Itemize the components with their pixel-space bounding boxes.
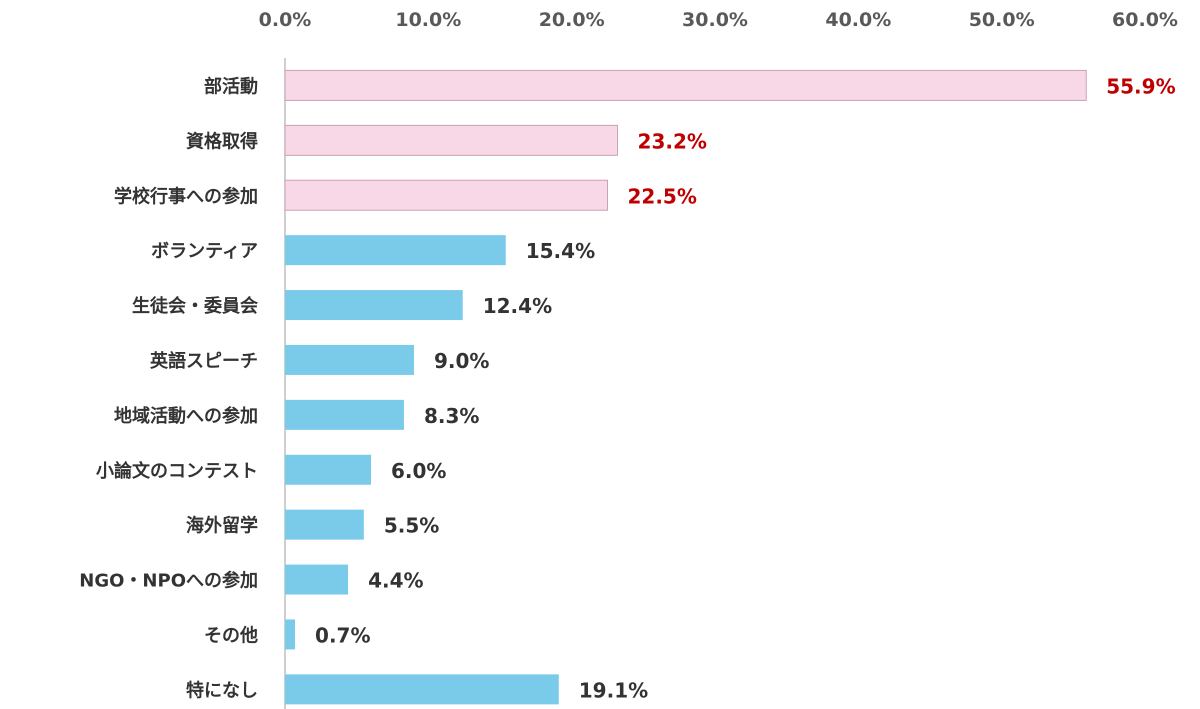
category-label: その他 xyxy=(204,624,258,646)
x-tick-label: 40.0% xyxy=(825,9,891,31)
category-label: 小論文のコンテスト xyxy=(96,460,258,482)
data-label: 22.5% xyxy=(628,184,697,208)
x-tick-label: 0.0% xyxy=(259,9,312,31)
data-label: 0.7% xyxy=(315,623,370,647)
bar xyxy=(285,619,296,650)
category-label: 海外留学 xyxy=(186,515,258,537)
bar xyxy=(285,564,349,595)
bars xyxy=(284,69,1087,705)
x-tick-label: 60.0% xyxy=(1112,9,1178,31)
category-label: NGO・NPOへの参加 xyxy=(79,570,258,592)
category-label: 地域活動への参加 xyxy=(114,405,258,427)
x-tick-label: 50.0% xyxy=(969,9,1035,31)
category-label: ボランティア xyxy=(151,241,258,262)
data-label: 8.3% xyxy=(424,404,479,428)
bar xyxy=(284,69,1087,101)
bar xyxy=(285,344,414,375)
data-label: 19.1% xyxy=(579,678,648,702)
category-label: 生徒会・委員会 xyxy=(132,295,258,317)
bar xyxy=(285,674,559,705)
data-label: 4.4% xyxy=(368,569,423,593)
bar xyxy=(285,454,371,485)
data-label: 15.4% xyxy=(526,239,595,263)
category-label: 英語スピーチ xyxy=(149,350,258,372)
category-label: 特になし xyxy=(186,679,258,701)
bar xyxy=(284,179,608,211)
x-tick-label: 10.0% xyxy=(395,9,461,31)
bar xyxy=(285,290,463,321)
x-axis-ticks: 0.0% 10.0% 20.0% 30.0% 40.0% 50.0% 60.0% xyxy=(259,9,1178,31)
category-label: 部活動 xyxy=(204,75,258,97)
data-label: 12.4% xyxy=(483,294,552,318)
bar xyxy=(284,124,619,156)
data-label: 9.0% xyxy=(434,349,489,373)
category-label: 学校行事への参加 xyxy=(114,185,258,207)
category-labels: 部活動資格取得学校行事への参加ボランティア生徒会・委員会英語スピーチ地域活動への… xyxy=(79,75,258,701)
x-tick-label: 20.0% xyxy=(539,9,605,31)
bar xyxy=(285,235,506,266)
data-label: 6.0% xyxy=(391,459,446,483)
category-label: 資格取得 xyxy=(186,130,258,152)
bar xyxy=(285,399,404,430)
data-label: 5.5% xyxy=(384,514,439,538)
data-label: 23.2% xyxy=(638,129,707,153)
data-label: 55.9% xyxy=(1106,74,1175,98)
value-labels: 55.9% 23.2% 22.5% 15.4% 12.4% 9.0% 8.3% 6.0% 5.5… xyxy=(315,74,1176,702)
x-tick-label: 30.0% xyxy=(682,9,748,31)
bar xyxy=(285,509,364,540)
